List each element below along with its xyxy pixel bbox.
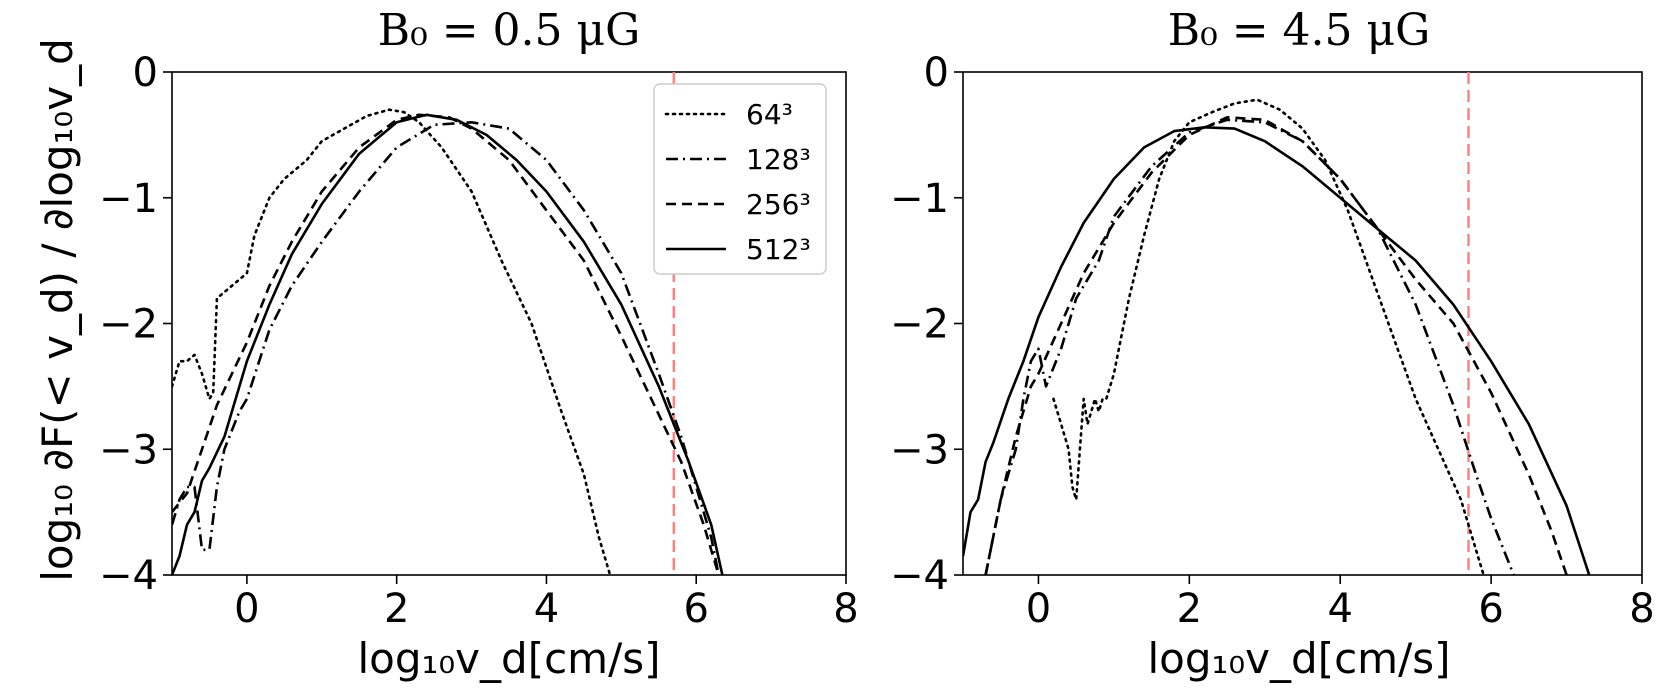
- x-tick-label: 2: [384, 586, 409, 632]
- x-axis-label: log₁₀v_d[cm/s]: [357, 634, 660, 683]
- x-tick-label: 0: [234, 586, 259, 632]
- x-tick-label: 6: [683, 586, 708, 632]
- y-tick-label: 0: [133, 50, 158, 96]
- y-tick-label: −4: [99, 553, 158, 599]
- chart-panel-b0-4.5: B₀ = 4.5 μG 0 2 4 6 8 0 −1 −2 −3 −4 log₁₀v_d[cm/s…: [890, 5, 1655, 683]
- y-tick-label: −2: [890, 302, 949, 348]
- y-axis-label: log₁₀ ∂F(< v_d) / ∂log₁₀v_d: [33, 38, 82, 582]
- x-tick-label: 0: [1026, 586, 1051, 632]
- y-tick-label: −1: [99, 176, 158, 222]
- axis-ticks: [163, 71, 847, 584]
- x-tick-label: 4: [1327, 586, 1352, 632]
- series-line: [172, 113, 720, 575]
- legend-label: 512³: [746, 233, 811, 266]
- x-tick-label: 4: [534, 586, 559, 632]
- series-line: [172, 113, 724, 575]
- x-tick-label: 6: [1478, 586, 1503, 632]
- y-tick-label: −3: [890, 427, 949, 473]
- legend: 64³ 128³ 256³ 512³: [653, 83, 827, 275]
- y-tick-label: 0: [924, 50, 949, 96]
- x-tick-label: 8: [833, 586, 858, 632]
- series-line: [1052, 98, 1485, 575]
- legend-label: 128³: [746, 143, 811, 176]
- axis-ticks: [954, 71, 1643, 584]
- axis-tick-labels: 0 2 4 6 8 0 −1 −2 −3 −4: [99, 50, 859, 632]
- chart-panel-b0-0.5: B₀ = 0.5 μG 0 2 4 6 8 0 −1 −2 −3 −4 log₁₀v_d[cm/s…: [99, 5, 859, 683]
- legend-label: 256³: [746, 188, 811, 221]
- legend-box: [653, 83, 827, 275]
- series-line: [984, 116, 1568, 575]
- x-tick-label: 2: [1177, 586, 1202, 632]
- chart-title: B₀ = 0.5 μG: [378, 5, 641, 56]
- series-group: [172, 108, 724, 575]
- legend-label: 64³: [746, 98, 793, 131]
- y-tick-label: −4: [890, 553, 949, 599]
- series-line: [984, 118, 1515, 575]
- chart-title: B₀ = 4.5 μG: [1168, 5, 1431, 56]
- series-line: [172, 121, 720, 575]
- y-tick-label: −2: [99, 302, 158, 348]
- x-axis-label: log₁₀v_d[cm/s]: [1147, 634, 1450, 683]
- series-line: [963, 126, 1591, 575]
- series-line: [172, 108, 612, 575]
- y-tick-label: −1: [890, 176, 949, 222]
- y-axis-label-text: log₁₀ ∂F(< v_d) / ∂log₁₀v_d: [33, 38, 82, 582]
- series-group: [963, 98, 1591, 575]
- axis-tick-labels: 0 2 4 6 8 0 −1 −2 −3 −4: [890, 50, 1655, 632]
- y-tick-label: −3: [99, 427, 158, 473]
- x-tick-label: 8: [1629, 586, 1654, 632]
- plot-area: [962, 71, 1643, 576]
